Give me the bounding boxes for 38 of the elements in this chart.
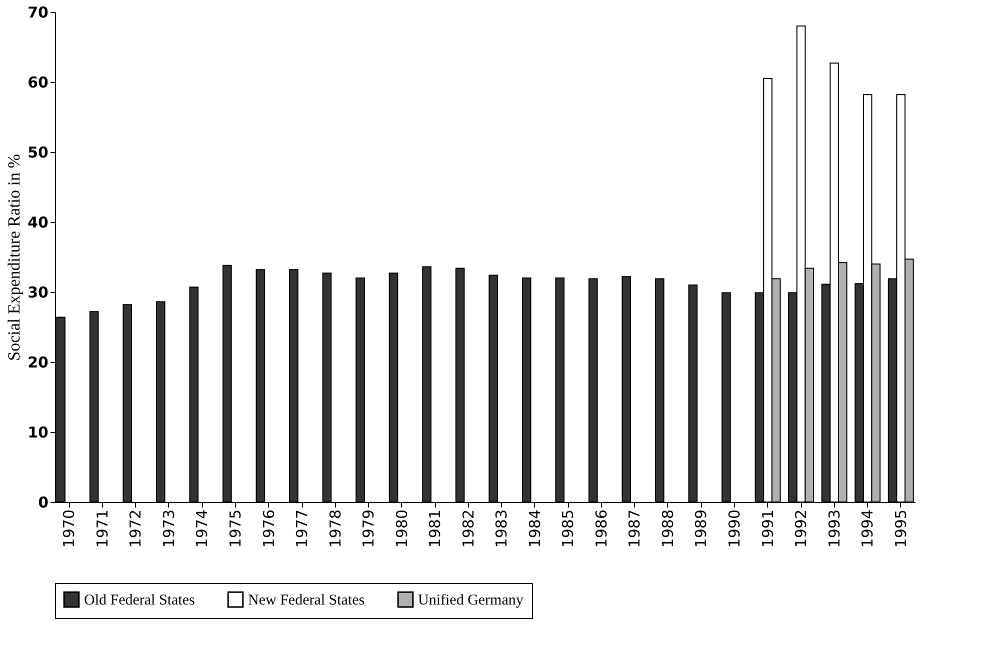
y-tick-label: 40 [28, 214, 48, 232]
y-tick-label: 50 [28, 144, 48, 162]
y-axis-title: Social Expenditure Ratio in % [4, 154, 24, 361]
x-tick-label: 1970 [60, 510, 78, 548]
legend-label: Unified Germany [418, 592, 524, 609]
legend-label: New Federal States [248, 592, 365, 609]
y-tick-label: 10 [28, 424, 48, 442]
legend-label: Old Federal States [84, 592, 195, 609]
y-tick-label: 60 [28, 74, 48, 92]
x-tick-label: 1984 [526, 510, 544, 548]
x-tick-label: 1977 [293, 510, 312, 548]
x-tick-label: 1990 [726, 510, 744, 548]
x-tick-label: 1993 [825, 510, 844, 548]
x-tick-label: 1985 [559, 510, 578, 548]
x-tick-label: 1980 [392, 510, 411, 548]
x-tick-label: 1975 [226, 510, 244, 548]
x-tick-label: 1995 [892, 510, 910, 548]
x-tick-label: 1992 [792, 510, 810, 548]
y-tick-label: 20 [28, 354, 48, 372]
y-tick-label: 0 [38, 494, 48, 512]
x-tick-label: 1981 [426, 510, 444, 548]
x-tick-label: 1973 [160, 510, 178, 548]
y-tick-label: 30 [28, 284, 48, 302]
x-tick-label: 1989 [692, 510, 710, 548]
x-tick-label: 1978 [326, 510, 344, 548]
x-tick-label: 1974 [193, 510, 212, 548]
x-tick-label: 1972 [126, 510, 145, 548]
y-tick-label: 70 [28, 4, 48, 22]
x-tick-label: 1976 [260, 510, 278, 548]
x-tick-label: 1987 [626, 510, 644, 548]
x-tick-label: 1983 [492, 510, 511, 548]
x-tick-label: 1979 [360, 510, 378, 548]
x-tick-label: 1971 [93, 510, 112, 548]
x-tick-label: 1986 [592, 510, 610, 548]
x-tick-label: 1994 [858, 510, 877, 548]
x-tick-label: 1982 [459, 510, 478, 548]
x-tick-label: 1988 [658, 510, 677, 548]
x-tick-label: 1991 [758, 510, 777, 548]
